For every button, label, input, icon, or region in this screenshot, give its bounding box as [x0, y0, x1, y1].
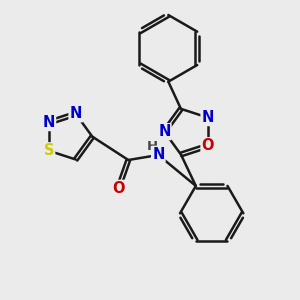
Text: H: H [147, 140, 158, 153]
Text: N: N [202, 110, 214, 125]
Text: O: O [112, 181, 124, 196]
Text: N: N [70, 106, 82, 121]
Text: N: N [43, 115, 55, 130]
Text: O: O [202, 138, 214, 153]
Text: S: S [44, 143, 54, 158]
Text: N: N [152, 147, 164, 162]
Text: N: N [158, 124, 170, 139]
